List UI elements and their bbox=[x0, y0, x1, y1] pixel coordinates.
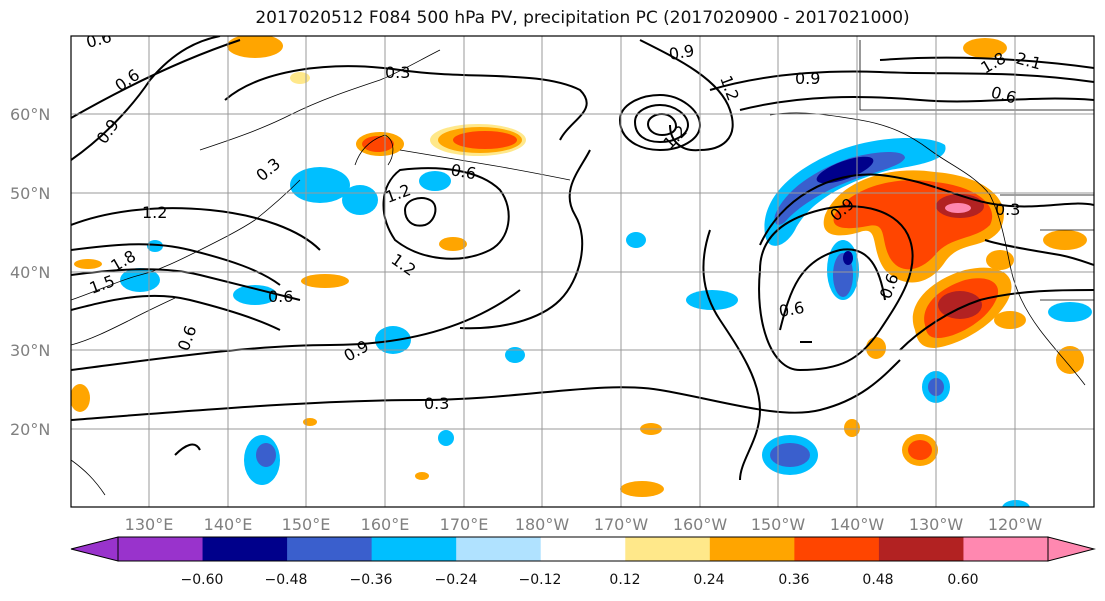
lon-label: 120°W bbox=[987, 515, 1043, 534]
lon-label: 170°E bbox=[439, 515, 489, 534]
contour-label: 0.6 bbox=[111, 65, 143, 95]
contour-label: 0.9 bbox=[795, 69, 820, 88]
colorbar-segment bbox=[794, 537, 880, 561]
lon-label: 130°W bbox=[908, 515, 964, 534]
colorbar-tick-label: −0.12 bbox=[518, 572, 562, 588]
contour-label: 1.2 bbox=[142, 203, 167, 222]
colorbar-outline bbox=[117, 536, 1049, 562]
contour-label: 0.3 bbox=[424, 394, 449, 413]
lon-label: 130°E bbox=[124, 515, 174, 534]
colorbar-tick-label: −0.24 bbox=[434, 572, 478, 588]
colorbar-extend-low bbox=[70, 536, 119, 562]
contour-label: 0.3 bbox=[385, 63, 410, 82]
colorbar-segment bbox=[540, 537, 626, 561]
contour-label: 0.6 bbox=[268, 287, 293, 306]
map-title: 2017020512 F084 500 hPa PV, precipitatio… bbox=[255, 8, 910, 28]
lon-label: 140°W bbox=[829, 515, 885, 534]
colorbar bbox=[70, 536, 1096, 562]
lon-label: 150°E bbox=[281, 515, 331, 534]
contour-label: 0.6 bbox=[174, 323, 201, 353]
graticule bbox=[71, 36, 1094, 507]
contour-label: 1.2 bbox=[716, 73, 743, 103]
contour-label: 0.9 bbox=[341, 336, 373, 365]
contour-label: 1.5 bbox=[87, 271, 117, 298]
lat-label: 40°N bbox=[10, 263, 51, 282]
colorbar-segment bbox=[709, 537, 795, 561]
lat-label: 20°N bbox=[10, 420, 51, 439]
colorbar-extend-high bbox=[1047, 536, 1096, 562]
colorbar-tick-label: 0.24 bbox=[693, 572, 725, 588]
colorbar-tick-label: −0.48 bbox=[264, 572, 308, 588]
colorbar-tick-label: 0.60 bbox=[947, 572, 979, 588]
colorbar-segment bbox=[118, 537, 204, 561]
colorbar-segment bbox=[371, 537, 457, 561]
contour-label: 1.2 bbox=[388, 250, 420, 280]
map-field: 0.6 0.6 0.9 0.3 0.9 1.2 0.3 0.6 1.2 1.2 … bbox=[71, 27, 1094, 507]
colorbar-tick-label: 0.36 bbox=[778, 572, 810, 588]
colorbar-tick-label: −0.36 bbox=[349, 572, 393, 588]
coastlines bbox=[71, 40, 1094, 496]
colorbar-tick-label: 0.12 bbox=[609, 572, 641, 588]
lon-label: 170°W bbox=[593, 515, 649, 534]
lon-label: 180°W bbox=[514, 515, 570, 534]
lon-label: 140°E bbox=[203, 515, 253, 534]
colorbar-tick-label: −0.60 bbox=[180, 572, 224, 588]
colorbar-segment bbox=[287, 537, 373, 561]
contour-label: 0.9 bbox=[667, 41, 695, 64]
pv-contours bbox=[71, 36, 1094, 481]
lon-label: 150°W bbox=[750, 515, 806, 534]
map-frame bbox=[70, 35, 1095, 508]
colorbar-segment bbox=[878, 537, 964, 561]
contour-label: 2.1 bbox=[1014, 49, 1044, 74]
contour-label: 0.3 bbox=[995, 200, 1020, 219]
contour-label: 0.6 bbox=[449, 160, 477, 183]
lon-label: 160°E bbox=[360, 515, 410, 534]
lat-label: 30°N bbox=[10, 341, 51, 360]
contour-label: 0.6 bbox=[989, 83, 1019, 108]
colorbar-tick-label: 0.48 bbox=[862, 572, 894, 588]
lat-label: 50°N bbox=[10, 184, 51, 203]
contour-label: 0.6 bbox=[84, 27, 114, 52]
colorbar-segment bbox=[202, 537, 288, 561]
contour-label: 0.6 bbox=[777, 298, 805, 321]
contour-label: 0.3 bbox=[252, 154, 284, 185]
colorbar-segment bbox=[963, 537, 1049, 561]
lat-label: 60°N bbox=[10, 105, 51, 124]
colorbar-segment bbox=[625, 537, 711, 561]
lon-label: 160°W bbox=[672, 515, 728, 534]
colorbar-segment bbox=[456, 537, 542, 561]
